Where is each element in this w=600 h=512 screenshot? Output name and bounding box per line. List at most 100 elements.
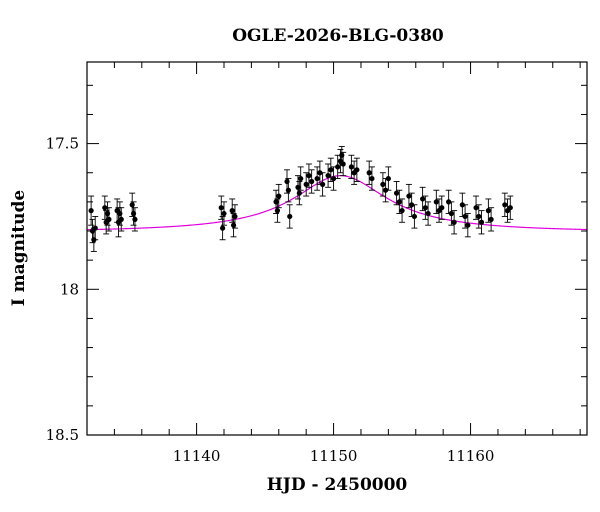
data-point: [274, 198, 281, 223]
point-marker: [485, 208, 491, 214]
data-point: [399, 198, 406, 223]
data-point: [473, 195, 480, 220]
x-tick-label: 11150: [310, 447, 358, 465]
data-point: [340, 151, 347, 177]
data-point: [296, 181, 303, 206]
x-axis-label: HJD - 2450000: [267, 475, 408, 495]
point-marker: [451, 219, 457, 225]
point-marker: [369, 175, 375, 182]
y-tick-label: 18: [60, 280, 79, 298]
data-point: [433, 189, 440, 214]
data-point: [405, 183, 412, 209]
point-marker: [325, 173, 331, 179]
point-marker: [396, 199, 402, 205]
data-point: [297, 166, 304, 191]
data-point: [101, 195, 108, 220]
point-marker: [117, 210, 123, 217]
point-marker: [276, 193, 282, 199]
data-point: [305, 163, 312, 188]
point-marker: [339, 152, 345, 158]
data-point: [314, 166, 321, 191]
point-marker: [425, 210, 431, 217]
data-point: [425, 201, 432, 226]
data-point: [348, 154, 355, 180]
data-point: [286, 204, 293, 229]
data-point: [88, 195, 95, 226]
point-marker: [303, 181, 309, 187]
point-marker: [102, 205, 108, 211]
data-point: [393, 181, 400, 206]
data-point: [218, 195, 225, 220]
point-marker: [502, 202, 508, 208]
data-point: [285, 178, 292, 203]
point-marker: [473, 205, 479, 211]
point-marker: [420, 196, 426, 202]
data-point: [118, 207, 125, 232]
point-marker: [314, 175, 320, 182]
data-point: [219, 215, 226, 241]
point-marker: [348, 164, 354, 170]
point-marker: [295, 184, 301, 190]
data-point: [462, 204, 469, 229]
data-point: [451, 210, 458, 235]
point-marker: [218, 205, 224, 211]
point-marker: [448, 210, 454, 217]
data-point: [448, 201, 455, 226]
point-marker: [366, 170, 372, 176]
data-point: [303, 172, 310, 197]
point-marker: [132, 216, 138, 222]
data-point: [275, 183, 282, 209]
data-point: [334, 154, 341, 180]
point-marker: [399, 208, 405, 214]
point-marker: [330, 175, 337, 182]
data-point: [501, 192, 508, 217]
data-point: [92, 215, 99, 241]
data-point: [464, 213, 471, 238]
point-marker: [411, 213, 417, 220]
data-point: [438, 195, 445, 220]
point-marker: [340, 161, 346, 167]
point-marker: [106, 216, 112, 222]
point-marker: [478, 219, 485, 225]
data-point: [485, 198, 492, 223]
point-marker: [465, 222, 471, 228]
data-point: [325, 163, 332, 188]
data-point: [436, 198, 443, 223]
point-marker: [273, 199, 279, 205]
point-marker: [221, 210, 227, 217]
plot-frame: [86, 61, 588, 436]
model-curve-layer: [86, 175, 588, 231]
point-marker: [462, 213, 468, 220]
point-marker: [88, 208, 94, 214]
point-marker: [488, 216, 494, 222]
chart-title: OGLE-2026-BLG-0380: [232, 26, 444, 46]
data-point: [366, 160, 373, 185]
data-point: [368, 166, 375, 191]
point-marker: [229, 208, 235, 214]
point-marker: [104, 210, 111, 217]
point-marker: [287, 213, 293, 220]
point-marker: [130, 210, 137, 217]
data-point: [385, 166, 392, 191]
data-point: [507, 195, 514, 220]
point-marker: [433, 199, 439, 205]
point-marker: [129, 202, 135, 208]
point-marker: [380, 181, 386, 187]
y-tick-label: 18.5: [46, 426, 79, 444]
x-tick-label: 11140: [173, 447, 221, 465]
point-marker: [422, 205, 428, 211]
point-marker: [335, 164, 341, 170]
data-point: [353, 157, 360, 182]
data-point: [330, 166, 337, 191]
data-point: [327, 157, 334, 182]
point-marker: [230, 222, 237, 228]
point-marker: [285, 187, 291, 193]
point-marker: [118, 216, 124, 222]
point-marker: [385, 175, 391, 182]
x-tick-label: 11160: [447, 447, 495, 465]
point-marker: [306, 173, 312, 179]
data-point: [422, 195, 429, 220]
data-point: [475, 204, 482, 229]
point-marker: [406, 193, 412, 199]
